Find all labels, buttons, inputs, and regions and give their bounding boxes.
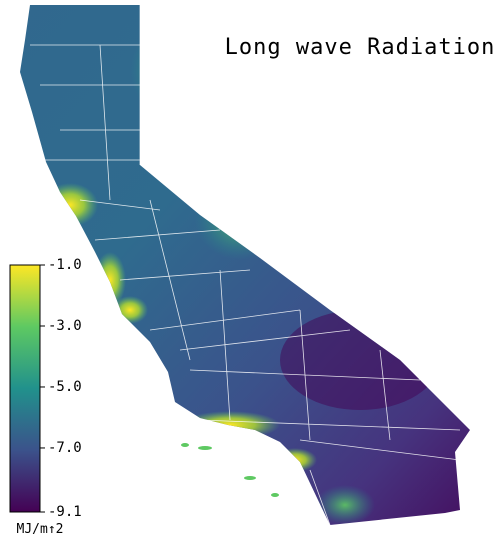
island: [271, 493, 279, 497]
colorbar-tick-label: -5.0: [48, 379, 82, 395]
county-lines: [30, 5, 461, 526]
raster-patch: [112, 296, 148, 324]
raster-patch: [315, 485, 375, 525]
raster-patch: [195, 180, 285, 260]
colorbar-tick-label: -1.0: [48, 257, 82, 273]
islands: [181, 443, 279, 497]
map-title: Long wave Radiation: [225, 35, 496, 60]
island: [198, 446, 212, 450]
colorbar-tick-label: -3.0: [48, 318, 82, 334]
colorbar: MJ/m↑2 -1.0 -3.0 -5.0 -7.0 -9.1: [9, 257, 82, 537]
colorbar-tick-label: -9.1: [48, 504, 82, 520]
colorbar-tick-label: -7.0: [48, 440, 82, 456]
colorbar-label: MJ/m↑2: [17, 522, 64, 537]
island: [244, 476, 256, 480]
raster-patch: [42, 183, 98, 227]
island: [181, 443, 189, 447]
raster-patch: [273, 448, 317, 472]
colorbar-ramp: [9, 264, 41, 513]
raster-patch: [130, 20, 220, 120]
